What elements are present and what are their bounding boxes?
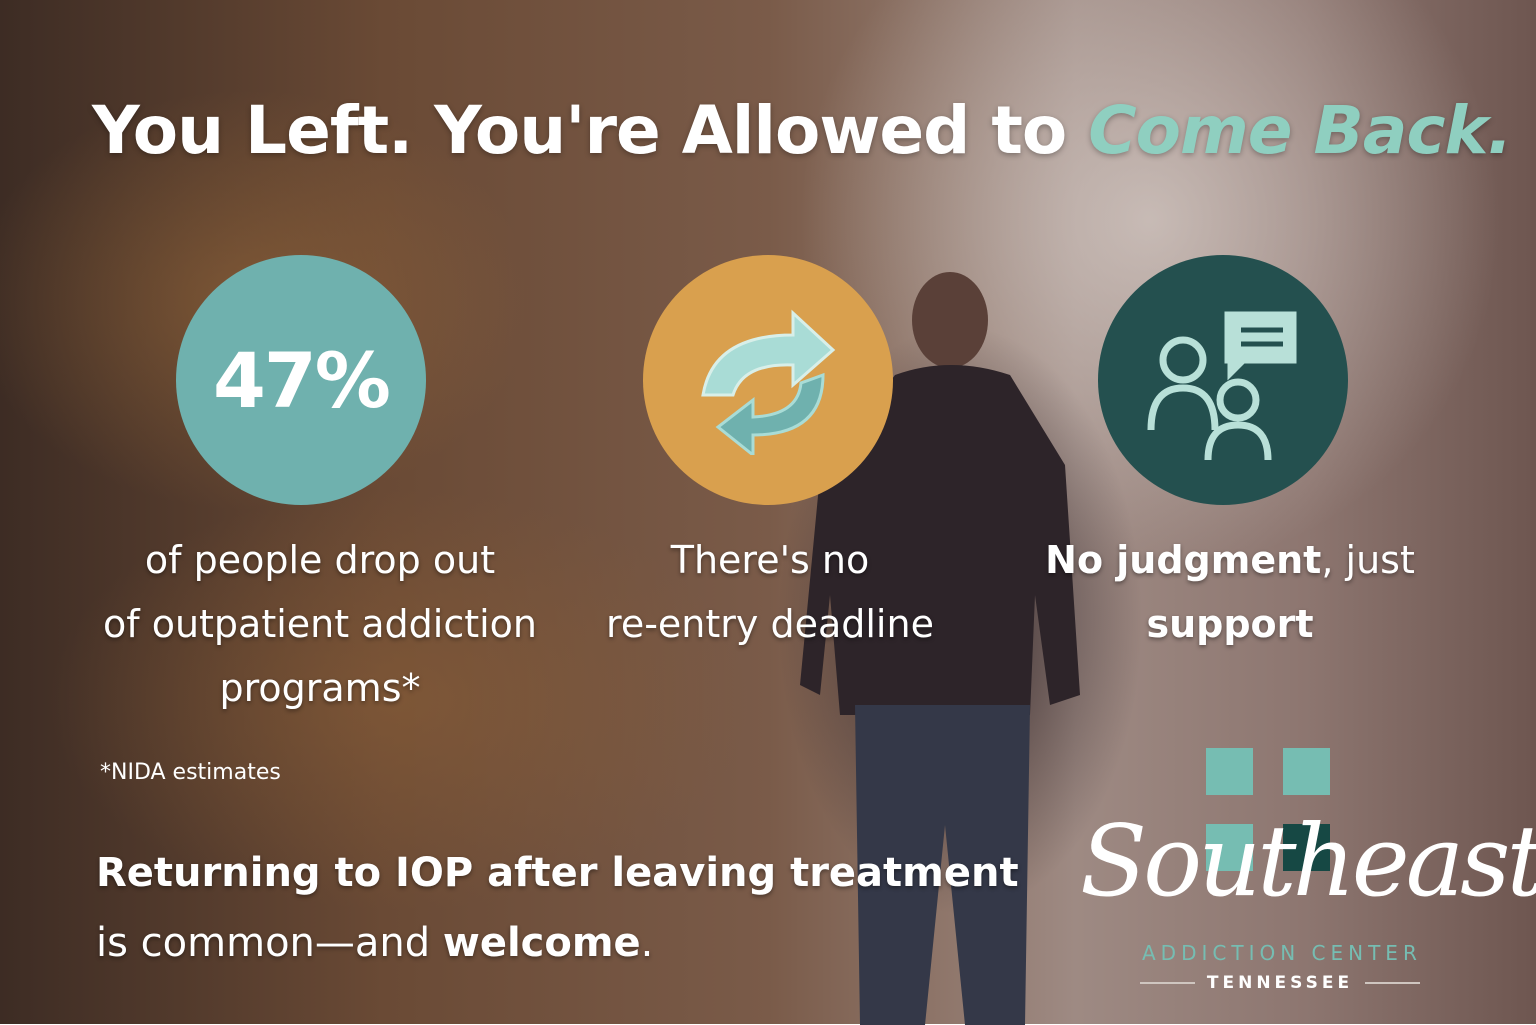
bottom-line-1: Returning to IOP after leaving treatment bbox=[96, 850, 1019, 896]
caption-bold: No judgment bbox=[1045, 538, 1322, 582]
reentry-caption: There's no re-entry deadline bbox=[560, 528, 980, 656]
caption-line: programs* bbox=[219, 666, 421, 710]
logo-script: Southeast bbox=[1080, 805, 1536, 919]
caption-line: , just bbox=[1321, 538, 1415, 582]
caption-bold: support bbox=[1146, 602, 1314, 646]
logo-subtitle: ADDICTION CENTER bbox=[1142, 941, 1422, 965]
headline-text: You Left. You're Allowed to bbox=[92, 92, 1089, 169]
bottom-line-2: is common—and bbox=[96, 920, 443, 966]
logo-region: TENNESSEE bbox=[1140, 973, 1421, 993]
walking-person-silhouette bbox=[800, 272, 1080, 1025]
bottom-message: Returning to IOP after leaving treatment… bbox=[96, 838, 1019, 978]
southeast-logo: Southeast ADDICTION CENTER TENNESSEE bbox=[1080, 745, 1536, 1005]
headline: You Left. You're Allowed to Come Back. bbox=[92, 92, 1512, 169]
dropout-stat: 47% bbox=[213, 335, 391, 425]
bottom-period: . bbox=[640, 920, 654, 966]
support-circle bbox=[1098, 255, 1348, 505]
logo-square bbox=[1283, 824, 1330, 871]
bottom-bold-word: welcome bbox=[442, 920, 641, 966]
dropout-caption: of people drop out of outpatient addicti… bbox=[60, 528, 580, 720]
caption-line: re-entry deadline bbox=[606, 602, 934, 646]
logo-region-text: TENNESSEE bbox=[1206, 973, 1354, 993]
caption-line: of outpatient addiction bbox=[102, 602, 537, 646]
people-chat-icon bbox=[1147, 311, 1297, 460]
refresh-circle bbox=[643, 255, 893, 505]
stat-circle: 47% bbox=[176, 255, 426, 505]
footnote: *NIDA estimates bbox=[100, 760, 281, 785]
support-caption: No judgment, just support bbox=[1020, 528, 1440, 656]
caption-line: There's no bbox=[670, 538, 870, 582]
refresh-arrows-icon bbox=[701, 309, 836, 455]
logo-square bbox=[1206, 824, 1253, 871]
logo-square bbox=[1206, 748, 1253, 795]
headline-accent: Come Back. bbox=[1088, 92, 1512, 169]
caption-line: of people drop out bbox=[144, 538, 496, 582]
logo-square bbox=[1283, 748, 1330, 795]
